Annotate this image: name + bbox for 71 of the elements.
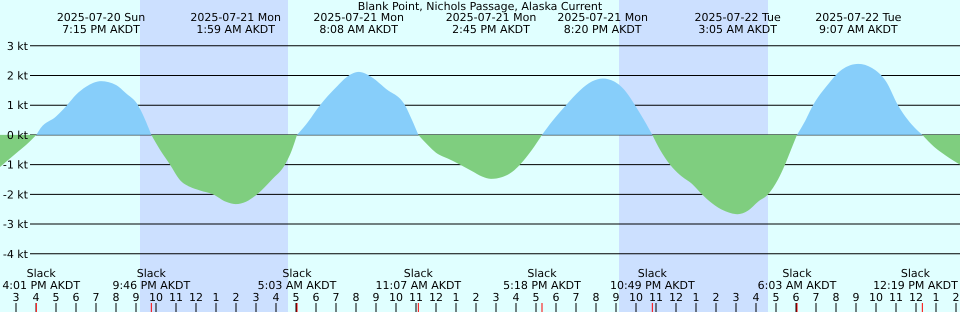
x-tick-label: 12 [189,291,203,304]
annotation: Slack 9:46 PM AKDT [112,267,190,292]
annotation: Slack 10:49 PM AKDT [610,267,695,292]
annotation: Slack 5:03 AM AKDT [258,267,337,292]
x-tick-label: 10 [149,291,163,304]
x-tick-label: 11 [409,291,423,304]
x-tick-label: 11 [649,291,663,304]
annotation: Slack 12:19 PM AKDT [873,267,958,292]
x-tick-label: 2 [712,291,720,304]
x-tick-label: 10 [869,291,883,304]
y-tick-label: -1 kt [2,158,29,172]
annotation: 2025-07-21 Mon 2:45 PM AKDT [446,11,536,36]
chart-title: Blank Point, Nichols Passage, Alaska Current [358,0,603,13]
x-tick-label: 6 [72,291,80,304]
x-tick-label: 2 [232,291,240,304]
y-tick-label: -4 kt [2,248,29,261]
x-tick-label: 10 [629,291,643,304]
x-tick-label: 8 [592,291,600,304]
x-tick-label: 4 [272,291,280,304]
x-tick-label: 8 [832,291,840,304]
x-tick-label: 6 [792,291,800,304]
annotation: 2025-07-22 Tue 3:05 AM AKDT [694,11,781,36]
annotation: 2025-07-20 Sun 7:15 PM AKDT [56,11,146,36]
annotation: Slack 4:01 PM AKDT [2,267,80,292]
annotation: 2025-07-21 Mon 1:59 AM AKDT [190,11,281,36]
x-tick-label: 4 [752,291,760,304]
x-tick-label: 5 [532,291,540,304]
x-tick-label: 12 [429,291,443,304]
annotation: 2025-07-21 Mon 8:20 PM AKDT [557,11,648,36]
x-tick-label: 1 [212,291,220,304]
x-tick-label: 6 [312,291,320,304]
x-tick-label: 10 [389,291,403,304]
y-tick-label: 2 kt [6,69,29,82]
x-tick-label: 3 [252,291,260,304]
x-tick-label: 2 [472,291,480,304]
y-tick-label: 3 kt [6,40,29,53]
x-tick-label: 11 [889,291,903,304]
x-tick-label: 9 [612,291,620,304]
x-tick-label: 8 [352,291,360,304]
y-tick-label: -2 kt [2,188,29,202]
x-tick-label: 1 [932,291,940,304]
x-tick-label: 7 [812,291,820,304]
x-tick-label: 5 [772,291,780,304]
y-tick-label: -3 kt [2,218,29,232]
x-tick-label: 7 [92,291,100,304]
x-tick-label: 3 [12,291,20,304]
x-tick-label: 7 [332,291,340,304]
annotation: Slack 11:07 AM AKDT [376,267,462,292]
x-tick-label: 6 [552,291,560,304]
x-tick-label: 3 [732,291,740,304]
x-tick-label: 9 [852,291,860,304]
y-tick-label: 1 kt [6,99,29,112]
x-tick-label: 4 [512,291,520,304]
x-tick-label: 5 [292,291,300,304]
x-tick-label: 9 [372,291,380,304]
x-tick-label: 8 [112,291,120,304]
x-tick-label: 1 [452,291,460,304]
annotation: 2025-07-21 Mon 8:08 AM AKDT [313,11,404,36]
x-tick-label: 5 [52,291,60,304]
x-tick-label: 2 [952,291,960,304]
x-tick-label: 1 [692,291,700,304]
annotation: Slack 5:18 PM AKDT [503,267,582,292]
x-tick-label: 3 [492,291,500,304]
x-tick-label: 7 [572,291,580,304]
x-tick-label: 11 [169,291,183,304]
x-tick-label: 12 [669,291,683,304]
annotation: 2025-07-22 Tue 9:07 AM AKDT [815,11,902,36]
x-tick-label: 12 [909,291,923,304]
annotation: Slack 6:03 AM AKDT [758,267,837,292]
x-tick-label: 4 [32,291,40,304]
x-tick-label: 9 [132,291,140,304]
